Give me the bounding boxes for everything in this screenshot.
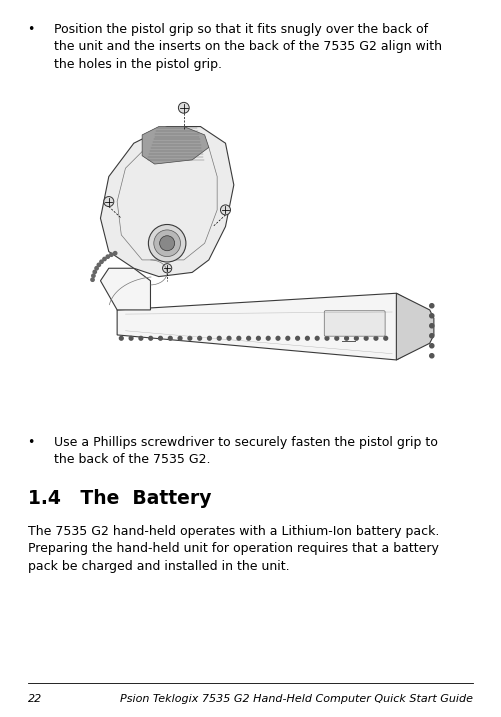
Text: 22: 22: [28, 694, 42, 704]
Circle shape: [154, 230, 180, 257]
Circle shape: [237, 336, 240, 340]
Circle shape: [220, 205, 230, 215]
Text: •: •: [28, 436, 35, 449]
Polygon shape: [396, 293, 434, 360]
Circle shape: [247, 336, 250, 340]
Text: 1.4   The  Battery: 1.4 The Battery: [28, 489, 211, 508]
Text: The 7535 G2 hand-held operates with a Lithium-Ion battery pack.
Preparing the ha: The 7535 G2 hand-held operates with a Li…: [28, 525, 439, 573]
Circle shape: [374, 336, 378, 340]
Circle shape: [110, 253, 113, 257]
Circle shape: [92, 274, 95, 277]
Circle shape: [345, 336, 348, 340]
Circle shape: [149, 336, 153, 340]
Circle shape: [267, 336, 270, 340]
Circle shape: [430, 343, 434, 348]
Circle shape: [188, 336, 192, 340]
Circle shape: [159, 336, 162, 340]
Circle shape: [100, 260, 103, 263]
Text: Use a Phillips screwdriver to securely fasten the pistol grip to
the back of the: Use a Phillips screwdriver to securely f…: [54, 436, 438, 467]
Circle shape: [178, 103, 189, 113]
Circle shape: [97, 263, 101, 267]
Circle shape: [335, 336, 339, 340]
Circle shape: [178, 336, 182, 340]
Circle shape: [114, 252, 117, 255]
Circle shape: [207, 336, 211, 340]
Circle shape: [91, 278, 94, 281]
Text: Position the pistol grip so that it fits snugly over the back of
the unit and th: Position the pistol grip so that it fits…: [54, 23, 442, 71]
Circle shape: [106, 255, 110, 258]
Circle shape: [384, 336, 388, 340]
Polygon shape: [117, 293, 425, 360]
Polygon shape: [101, 268, 150, 310]
Circle shape: [430, 333, 434, 338]
Circle shape: [93, 270, 97, 274]
Circle shape: [148, 224, 186, 262]
Circle shape: [104, 196, 114, 206]
Circle shape: [364, 336, 368, 340]
Polygon shape: [101, 126, 234, 277]
Text: Psion Teklogix 7535 G2 Hand-Held Computer Quick Start Guide: Psion Teklogix 7535 G2 Hand-Held Compute…: [120, 694, 473, 704]
Circle shape: [355, 336, 358, 340]
Circle shape: [430, 304, 434, 308]
Text: •: •: [28, 23, 35, 36]
Circle shape: [119, 336, 123, 340]
Circle shape: [95, 267, 98, 270]
FancyBboxPatch shape: [324, 310, 385, 336]
Circle shape: [217, 336, 221, 340]
Circle shape: [286, 336, 290, 340]
Circle shape: [315, 336, 319, 340]
Circle shape: [430, 353, 434, 358]
Circle shape: [168, 336, 172, 340]
Circle shape: [325, 336, 329, 340]
Circle shape: [257, 336, 261, 340]
Circle shape: [430, 323, 434, 328]
Circle shape: [162, 264, 172, 273]
Circle shape: [430, 313, 434, 318]
Circle shape: [306, 336, 309, 340]
Circle shape: [129, 336, 133, 340]
Circle shape: [160, 236, 175, 251]
Polygon shape: [142, 126, 209, 164]
Circle shape: [296, 336, 300, 340]
Circle shape: [198, 336, 201, 340]
Circle shape: [139, 336, 143, 340]
Circle shape: [276, 336, 280, 340]
Circle shape: [103, 257, 106, 261]
Circle shape: [227, 336, 231, 340]
